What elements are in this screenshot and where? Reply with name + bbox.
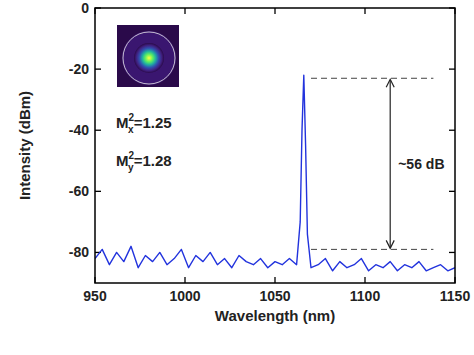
annotation-text: ~56 dB	[398, 156, 444, 172]
label-base: M	[116, 114, 129, 131]
spectrum-line	[95, 75, 455, 271]
label-base: M	[116, 152, 129, 169]
x-tick	[184, 8, 185, 14]
y-tick-label: -60	[69, 183, 89, 199]
beam-quality-label: M2y=1.28	[116, 150, 172, 173]
arrow-head	[386, 240, 394, 248]
inset-beam	[134, 43, 164, 73]
x-tick-label: 1100	[350, 288, 381, 304]
plot-frame	[95, 8, 455, 283]
x-tick-label: 1150	[440, 288, 471, 304]
x-tick-label: 950	[83, 288, 107, 304]
x-axis-title: Wavelength (nm)	[215, 307, 335, 324]
y-tick	[449, 252, 455, 253]
label-value: =1.28	[134, 152, 172, 169]
annotation-dash	[311, 78, 433, 79]
chart-root: 950 1000 1050 1100 1150 0 -20 -40 -60 -80 Waveleng…	[0, 0, 474, 355]
arrow-head	[386, 79, 394, 87]
y-tick	[95, 130, 101, 131]
x-tick-label: 1050	[259, 288, 290, 304]
x-tick	[274, 277, 275, 283]
plot-group	[95, 75, 455, 271]
y-tick-label: -20	[69, 61, 89, 77]
y-tick	[449, 191, 455, 192]
chart: 950 1000 1050 1100 1150 0 -20 -40 -60 -80 Waveleng…	[0, 0, 474, 355]
y-tick	[95, 68, 101, 69]
inset-background	[117, 25, 179, 87]
x-tick	[364, 277, 365, 283]
y-tick	[95, 191, 101, 192]
annotation-arrow	[390, 80, 391, 247]
x-tick	[274, 8, 275, 14]
x-tick	[184, 277, 185, 283]
y-tick-label: 0	[81, 0, 89, 16]
x-tick	[364, 8, 365, 14]
x-tick-label: 1000	[169, 288, 200, 304]
y-tick	[449, 68, 455, 69]
inset-halo	[122, 31, 176, 85]
y-tick-label: -40	[69, 122, 89, 138]
inset-ring	[123, 32, 175, 84]
y-tick	[449, 130, 455, 131]
annotation-dash	[311, 249, 433, 250]
label-value: =1.25	[134, 114, 172, 131]
y-tick-label: -80	[69, 244, 89, 260]
beam-quality-label: M2x=1.25	[116, 112, 172, 135]
y-axis-title: Intensity (dBm)	[16, 91, 33, 200]
